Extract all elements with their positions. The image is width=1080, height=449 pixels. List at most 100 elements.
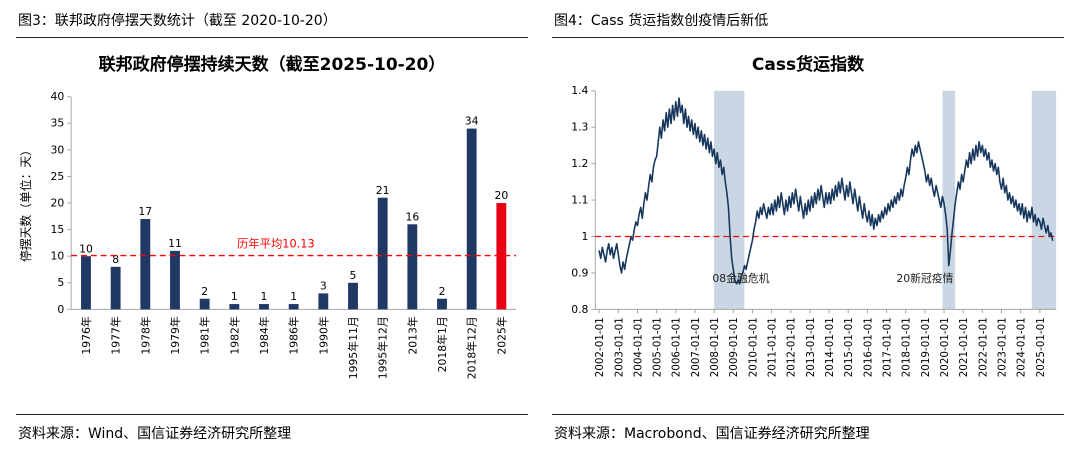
y-tick-label: 20 — [50, 197, 64, 210]
bar — [170, 251, 180, 310]
bar-value-label: 11 — [168, 237, 182, 250]
x-tick-label: 1976年 — [79, 316, 93, 355]
x-tick-label: 2025-01-01 — [1035, 317, 1047, 377]
y-tick-label: 0.9 — [571, 267, 588, 280]
bar — [259, 304, 269, 310]
x-tick-label: 2018-01-01 — [901, 317, 913, 377]
bar-value-label: 20 — [494, 189, 508, 202]
line-chart-title: Cass货运指数 — [751, 55, 865, 76]
x-tick-label: 1995年12月 — [376, 316, 390, 379]
bar-value-label: 34 — [465, 115, 479, 128]
x-tick-label: 1995年11月 — [346, 316, 360, 379]
x-tick-label: 2007-01-01 — [690, 317, 702, 377]
x-tick-label: 2014-01-01 — [824, 317, 836, 377]
x-tick-label: 2004-01-01 — [632, 317, 644, 377]
y-tick-label: 10 — [50, 250, 64, 263]
bar — [140, 219, 151, 310]
bar — [496, 203, 507, 310]
x-tick-label: 1990年 — [316, 316, 330, 355]
x-tick-label: 2017-01-01 — [881, 317, 893, 377]
bar — [318, 293, 329, 310]
x-tick-label: 2018年1月 — [435, 316, 449, 372]
x-tick-label: 2020-01-01 — [939, 317, 951, 377]
figure-4-panel: 图4：Cass 货运指数创疫情后新低 Cass货运指数 0.8 0.9 1 1.1 1.… — [540, 6, 1076, 449]
x-tick-label: 2023-01-01 — [996, 317, 1008, 377]
bar — [407, 224, 418, 310]
x-tick-label: 2008-01-01 — [709, 317, 721, 377]
cass-index-line — [598, 97, 1054, 285]
x-tick-label: 2009-01-01 — [728, 317, 740, 377]
x-tick-label: 1981年 — [198, 316, 212, 355]
x-tick-label: 2024-01-01 — [1016, 317, 1028, 377]
annotation-label: 08金融危机 — [712, 271, 769, 285]
x-tick-label: 2010-01-01 — [747, 317, 759, 377]
figure-3-source: 资料来源：Wind、国信证券经济研究所整理 — [16, 414, 528, 449]
bar-value-label: 21 — [376, 184, 390, 197]
x-tick-label: 2025年 — [494, 316, 508, 355]
figure-3-caption: 图3：联邦政府停摆天数统计（截至 2020-10-20） — [16, 10, 528, 39]
bar-value-label: 10 — [79, 242, 93, 255]
bar — [437, 298, 447, 310]
x-tick-label: 2013-01-01 — [805, 317, 817, 377]
x-tick-label: 1984年 — [257, 316, 271, 355]
bar-value-label: 1 — [290, 290, 297, 303]
x-tick-label: 2016-01-01 — [862, 317, 874, 377]
y-tick-label: 1.3 — [571, 121, 588, 134]
recession-band — [714, 90, 745, 310]
bar — [110, 267, 121, 310]
bar-value-label: 2 — [201, 285, 208, 298]
x-tick-label: 2011-01-01 — [767, 317, 779, 377]
y-tick-label: 40 — [50, 90, 64, 103]
x-tick-label: 1977年 — [109, 316, 123, 355]
figure-4-source: 资料来源：Macrobond、国信证券经济研究所整理 — [552, 414, 1064, 449]
figure-4-caption: 图4：Cass 货运指数创疫情后新低 — [552, 10, 1064, 39]
x-tick-label: 1979年 — [168, 316, 182, 355]
y-tick-label: 25 — [50, 170, 64, 183]
x-tick-label: 2021-01-01 — [958, 317, 970, 377]
x-tick-label: 1986年 — [287, 316, 301, 355]
bar — [466, 128, 477, 310]
bar — [348, 282, 358, 310]
bar-value-label: 2 — [439, 285, 446, 298]
x-tick-label: 2013年 — [405, 316, 419, 355]
y-tick-label: 0 — [57, 303, 64, 316]
y-axis-title: 停摆天数（单位：天） — [19, 144, 33, 262]
y-tick-label: 1 — [582, 230, 589, 243]
y-tick-label: 15 — [50, 223, 64, 236]
figure-3-panel: 图3：联邦政府停摆天数统计（截至 2020-10-20） 联邦政府停摆持续天数（… — [4, 6, 540, 449]
bar — [81, 256, 91, 310]
x-tick-label: 1978年 — [138, 316, 152, 355]
annotation-label: 20新冠疫情 — [896, 271, 953, 285]
y-tick-label: 5 — [57, 276, 64, 289]
y-tick-label: 35 — [50, 117, 64, 130]
bar-value-label: 16 — [405, 211, 419, 224]
x-tick-label: 1982年 — [227, 316, 241, 355]
y-tick-label: 1.1 — [571, 194, 588, 207]
x-tick-label: 2019-01-01 — [920, 317, 932, 377]
bar-value-label: 17 — [138, 205, 152, 218]
bar-value-label: 5 — [350, 269, 357, 282]
y-tick-label: 0.8 — [571, 303, 588, 316]
x-tick-label: 2006-01-01 — [671, 317, 683, 377]
bar-value-label: 8 — [112, 253, 119, 266]
x-tick-label: 2002-01-01 — [594, 317, 606, 377]
y-tick-label: 1.4 — [571, 84, 588, 97]
recession-band — [942, 90, 956, 310]
bar — [229, 304, 240, 310]
bar-chart-title: 联邦政府停摆持续天数（截至2025-10-20） — [98, 55, 446, 76]
x-tick-label: 2015-01-01 — [843, 317, 855, 377]
recession-band — [1031, 90, 1057, 310]
cass-freight-index-line-chart: 0.8 0.9 1 1.1 1.2 1.3 1.4 2002-01-01 2003-01-01 2… — [571, 84, 1057, 377]
x-tick-label: 2005-01-01 — [652, 317, 664, 377]
bar-value-label: 3 — [320, 280, 327, 293]
x-tick-label: 2012-01-01 — [786, 317, 798, 377]
bar-value-label: 1 — [261, 290, 268, 303]
x-tick-label: 2018年12月 — [465, 316, 479, 379]
y-tick-label: 30 — [50, 143, 64, 156]
bar — [199, 298, 210, 310]
bar — [377, 197, 388, 310]
average-reference-label: 历年平均10.13 — [237, 237, 315, 251]
government-shutdown-bar-chart: 0510152025303540101976年81977年171978年1119… — [19, 90, 517, 379]
bar — [288, 304, 299, 310]
